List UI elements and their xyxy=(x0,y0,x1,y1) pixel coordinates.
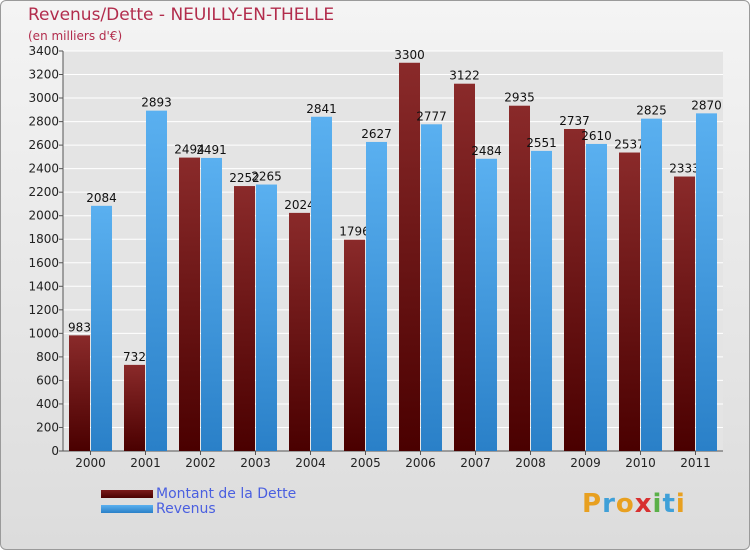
x-tick-label: 2004 xyxy=(295,456,326,470)
x-tick-label: 2010 xyxy=(625,456,656,470)
bar-dette xyxy=(289,212,310,451)
bar-revenus xyxy=(421,124,442,451)
data-label-dette: 2737 xyxy=(559,114,590,128)
x-tick-label: 2008 xyxy=(515,456,546,470)
bar-revenus xyxy=(91,205,112,451)
bar-dette xyxy=(509,105,530,452)
bar-revenus xyxy=(366,141,387,452)
y-tick-label: 2800 xyxy=(28,115,59,129)
plot-area xyxy=(63,51,723,451)
bar-dette xyxy=(619,152,640,451)
legend-swatch-revenus xyxy=(101,505,153,513)
logo-letter: r xyxy=(602,489,616,519)
data-label-dette: 1796 xyxy=(339,225,370,239)
data-label-revenus: 2265 xyxy=(251,170,282,184)
data-label-dette: 3300 xyxy=(394,48,425,62)
bar-revenus xyxy=(256,184,277,451)
logo-letter: i xyxy=(675,489,686,519)
y-tick-label: 2600 xyxy=(28,138,59,152)
bar-dette xyxy=(399,62,420,451)
bar-revenus xyxy=(476,158,497,451)
data-label-revenus: 2870 xyxy=(691,98,722,112)
logo-letter: t xyxy=(662,489,676,519)
bar-revenus xyxy=(696,113,717,452)
y-tick-label: 1600 xyxy=(28,256,59,270)
data-label-dette: 2024 xyxy=(284,198,315,212)
data-label-revenus: 2825 xyxy=(636,104,667,118)
bar-revenus xyxy=(311,116,332,451)
bar-dette xyxy=(564,129,585,451)
bar-revenus xyxy=(641,118,662,451)
y-tick-label: 400 xyxy=(36,397,59,411)
data-label-revenus: 2777 xyxy=(416,109,447,123)
data-label-dette: 3122 xyxy=(449,69,480,83)
y-tick-label: 3400 xyxy=(28,44,59,58)
data-label-revenus: 2893 xyxy=(141,96,172,110)
data-label-revenus: 2610 xyxy=(581,129,612,143)
bar-revenus xyxy=(586,143,607,452)
y-tick-label: 0 xyxy=(51,444,59,458)
chart-title: Revenus/Dette - NEUILLY-EN-THELLE xyxy=(28,5,335,25)
data-label-revenus: 2084 xyxy=(86,191,117,205)
chart-subtitle: (en milliers d'€) xyxy=(28,29,123,43)
bar-revenus xyxy=(201,157,222,452)
logo-letter: o xyxy=(615,489,635,519)
data-label-revenus: 2484 xyxy=(471,144,502,158)
legend-label-revenus: Revenus xyxy=(156,501,216,517)
bar-dette xyxy=(674,176,695,451)
bar-dette xyxy=(234,186,255,451)
data-label-dette: 2333 xyxy=(669,162,700,176)
legend-swatch-dette xyxy=(101,490,153,498)
bar-dette xyxy=(124,364,145,451)
x-tick-label: 2001 xyxy=(130,456,161,470)
bar-dette xyxy=(179,157,200,451)
y-tick-label: 1200 xyxy=(28,303,59,317)
data-label-dette: 983 xyxy=(68,320,91,334)
data-label-dette: 732 xyxy=(123,350,146,364)
y-tick-label: 1400 xyxy=(28,279,59,293)
x-tick-label: 2000 xyxy=(75,456,106,470)
data-label-dette: 2935 xyxy=(504,91,535,105)
y-tick-label: 600 xyxy=(36,373,59,387)
y-tick-label: 800 xyxy=(36,350,59,364)
data-label-dette: 2537 xyxy=(614,138,645,152)
y-tick-label: 3200 xyxy=(28,68,59,82)
bar-dette xyxy=(69,335,90,451)
y-tick-label: 200 xyxy=(36,420,59,434)
bar-dette xyxy=(454,83,475,452)
data-label-dette: 2252 xyxy=(229,171,260,185)
y-tick-label: 2400 xyxy=(28,162,59,176)
y-tick-label: 1000 xyxy=(28,326,59,340)
logo-letter: P xyxy=(582,489,603,519)
y-tick-label: 1800 xyxy=(28,232,59,246)
y-tick-label: 2200 xyxy=(28,185,59,199)
data-label-revenus: 2551 xyxy=(526,136,557,150)
legend-label-dette: Montant de la Dette xyxy=(156,486,297,502)
bar-dette xyxy=(344,239,365,451)
data-label-dette: 2494 xyxy=(174,143,205,157)
x-tick-label: 2005 xyxy=(350,456,381,470)
x-tick-label: 2007 xyxy=(460,456,491,470)
bar-revenus xyxy=(146,110,167,451)
proxiti-logo: Proxiti xyxy=(582,489,686,519)
x-tick-label: 2011 xyxy=(680,456,711,470)
x-tick-label: 2002 xyxy=(185,456,216,470)
logo-letter: i xyxy=(652,489,663,519)
x-tick-label: 2006 xyxy=(405,456,436,470)
x-tick-label: 2003 xyxy=(240,456,271,470)
logo-letter: x xyxy=(634,489,653,519)
y-tick-label: 2000 xyxy=(28,209,59,223)
y-tick-label: 3000 xyxy=(28,91,59,105)
data-label-revenus: 2627 xyxy=(361,127,392,141)
x-tick-label: 2009 xyxy=(570,456,601,470)
data-label-revenus: 2841 xyxy=(306,102,337,116)
data-label-revenus: 2491 xyxy=(196,143,227,157)
bar-revenus xyxy=(531,150,552,451)
